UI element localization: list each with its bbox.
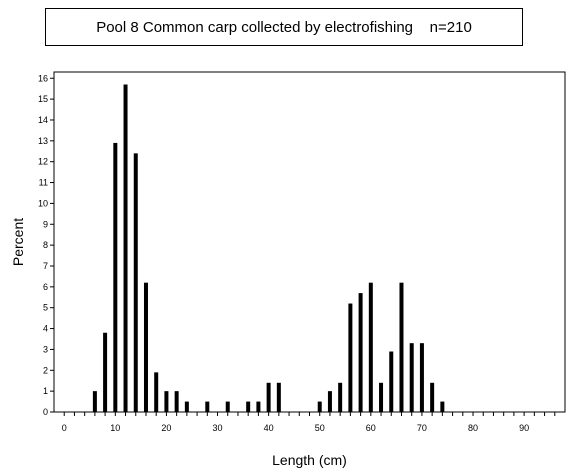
bar [225, 401, 230, 412]
bar [92, 391, 97, 412]
bar [266, 382, 271, 412]
y-tick-label: 3 [43, 344, 48, 354]
y-tick-label: 14 [38, 115, 48, 125]
bar [174, 391, 179, 412]
bar [358, 293, 363, 412]
x-tick-label: 50 [315, 423, 325, 433]
bar [113, 142, 118, 413]
chart-title: Pool 8 Common carp collected by electrof… [45, 8, 523, 46]
bar [123, 84, 128, 413]
y-tick-label: 4 [43, 324, 48, 334]
bar [327, 391, 332, 412]
y-tick-label: 13 [38, 136, 48, 146]
x-tick-label: 60 [366, 423, 376, 433]
bar [246, 401, 251, 412]
bar [348, 303, 353, 412]
y-tick-label: 15 [38, 94, 48, 104]
y-tick-label: 8 [43, 240, 48, 250]
x-axis-label: Length (cm) [272, 452, 347, 468]
x-tick-label: 0 [62, 423, 67, 433]
bar [419, 343, 424, 412]
bar [317, 401, 322, 412]
bar [379, 382, 384, 412]
bar [164, 391, 169, 412]
bar [440, 401, 445, 412]
x-axis: 0 10 20 30 40 50 60 70 80 90 [62, 412, 556, 433]
bar [103, 332, 108, 412]
y-tick-label: 9 [43, 219, 48, 229]
y-tick-label: 11 [39, 178, 48, 188]
plot-frame [53, 71, 566, 413]
y-tick-label: 12 [38, 157, 48, 167]
x-tick-label: 90 [519, 423, 529, 433]
bar [205, 401, 210, 412]
bar [338, 382, 343, 412]
bar [409, 343, 414, 412]
y-tick-label: 6 [43, 282, 48, 292]
bar [133, 153, 138, 413]
y-tick-label: 5 [43, 303, 48, 313]
bar [184, 401, 189, 412]
bar [143, 282, 148, 412]
bar [256, 401, 261, 412]
x-tick-label: 70 [417, 423, 427, 433]
x-tick-label: 40 [264, 423, 274, 433]
x-tick-label: 20 [161, 423, 171, 433]
x-tick-label: 30 [213, 423, 223, 433]
x-tick-label: 10 [110, 423, 120, 433]
y-tick-label: 10 [38, 198, 48, 208]
y-axis-label: Percent [10, 218, 26, 266]
y-tick-label: 0 [43, 407, 48, 417]
y-tick-label: 1 [43, 386, 48, 396]
bar [389, 351, 394, 412]
bar [368, 282, 373, 412]
y-tick-label: 2 [43, 365, 48, 375]
bar [430, 382, 435, 412]
y-tick-label: 7 [43, 261, 48, 271]
bar [154, 372, 159, 412]
y-tick-label: 16 [38, 73, 48, 83]
bar [399, 282, 404, 412]
bar [276, 382, 281, 412]
x-tick-label: 80 [468, 423, 478, 433]
bars [92, 84, 445, 413]
